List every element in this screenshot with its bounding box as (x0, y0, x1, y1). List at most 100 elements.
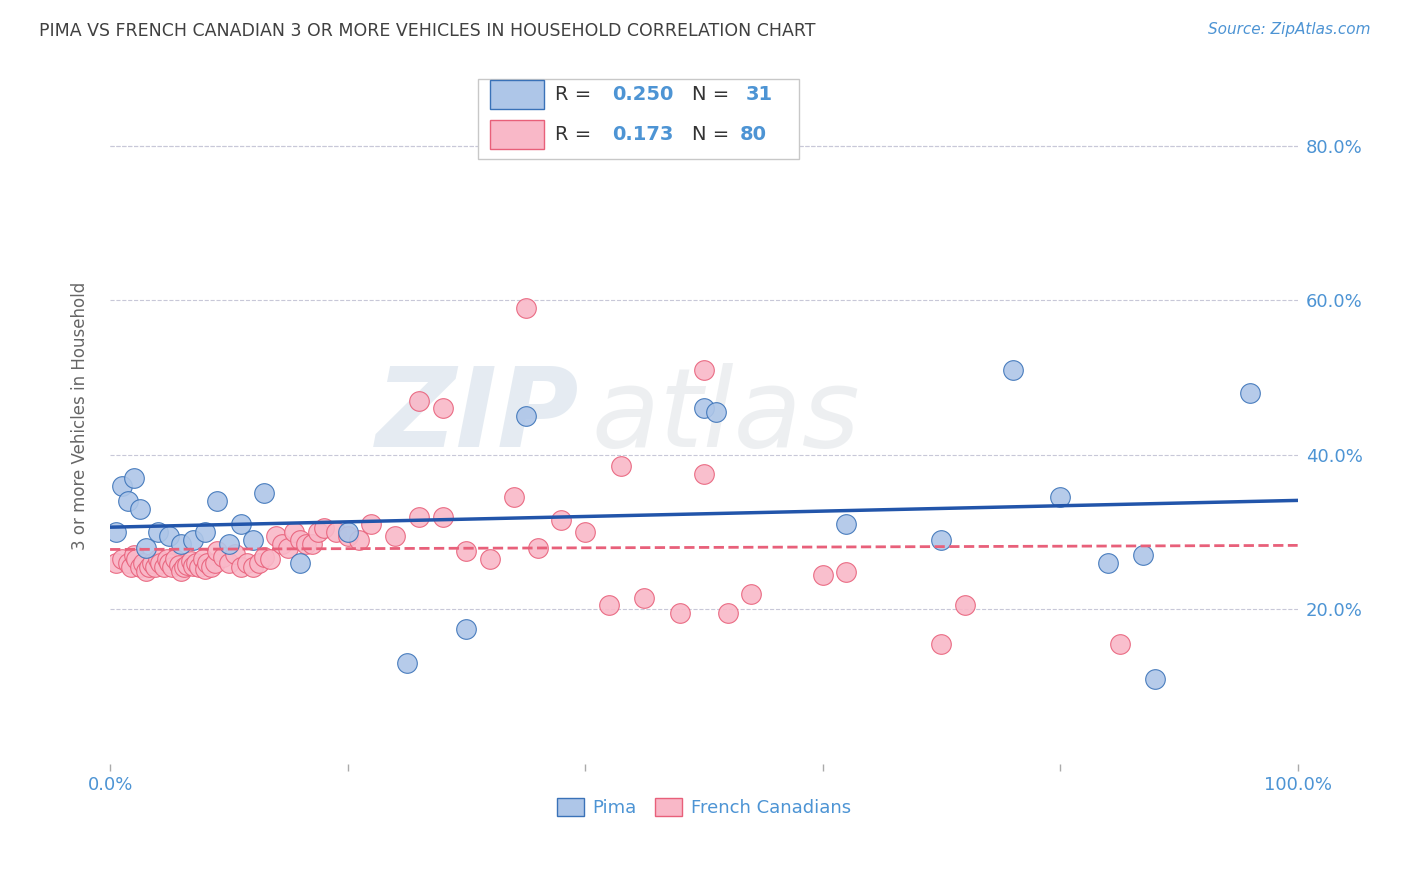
Point (312, 521, 335, 535)
Point (384, 529, 406, 543)
Point (160, 559, 183, 574)
FancyBboxPatch shape (491, 80, 544, 110)
Point (550, 513, 572, 527)
Point (1144, 672, 1167, 686)
Point (111, 479, 134, 493)
Point (336, 524, 359, 539)
Point (122, 471, 145, 485)
Point (180, 554, 202, 568)
Point (105, 524, 128, 539)
Point (117, 494, 139, 508)
Point (515, 409, 537, 424)
Text: 0.173: 0.173 (613, 125, 673, 145)
Point (132, 556, 155, 570)
Point (146, 524, 169, 539)
Point (120, 559, 142, 574)
Point (197, 556, 219, 570)
Point (125, 552, 148, 566)
Point (1001, 363, 1024, 377)
Point (235, 556, 257, 570)
Text: Source: ZipAtlas.com: Source: ZipAtlas.com (1208, 22, 1371, 37)
Point (159, 529, 181, 543)
Point (277, 541, 299, 555)
Point (194, 562, 217, 576)
Point (224, 547, 246, 561)
Point (242, 533, 264, 547)
Point (515, 301, 537, 315)
Point (259, 552, 281, 566)
Point (633, 591, 655, 605)
Point (188, 559, 211, 574)
Point (456, 544, 478, 558)
Point (479, 552, 502, 566)
Point (931, 533, 953, 547)
Point (218, 556, 240, 570)
Point (128, 501, 150, 516)
Point (456, 622, 478, 636)
Point (204, 556, 226, 570)
Point (111, 552, 134, 566)
FancyBboxPatch shape (491, 120, 544, 149)
Point (143, 559, 166, 574)
Point (669, 606, 692, 620)
Point (325, 524, 347, 539)
Point (229, 517, 252, 532)
Point (307, 524, 329, 539)
Point (205, 544, 228, 558)
Point (105, 556, 128, 570)
Point (176, 558, 198, 572)
Point (165, 552, 187, 566)
Point (184, 556, 207, 570)
Text: 31: 31 (745, 86, 772, 104)
Point (717, 606, 740, 620)
Point (1049, 491, 1071, 505)
Point (181, 533, 204, 547)
Point (1108, 637, 1130, 651)
Point (266, 529, 288, 543)
Point (835, 517, 858, 532)
Point (953, 599, 976, 613)
Text: R =: R = (555, 125, 605, 145)
Text: N =: N = (692, 86, 735, 104)
Text: ZIP: ZIP (375, 363, 579, 470)
Point (181, 559, 204, 574)
Text: PIMA VS FRENCH CANADIAN 3 OR MORE VEHICLES IN HOUSEHOLD CORRELATION CHART: PIMA VS FRENCH CANADIAN 3 OR MORE VEHICL… (39, 22, 815, 40)
Point (811, 567, 834, 582)
Point (740, 587, 762, 601)
Point (212, 549, 235, 564)
Point (432, 509, 454, 524)
Point (173, 559, 195, 574)
Point (408, 509, 430, 524)
Point (146, 552, 169, 566)
Point (301, 536, 323, 550)
Point (253, 549, 276, 564)
Point (170, 564, 193, 578)
Point (283, 524, 305, 539)
Point (128, 559, 150, 574)
Point (693, 467, 716, 482)
Point (1097, 556, 1119, 570)
Point (271, 536, 294, 550)
Point (349, 533, 371, 547)
Point (336, 529, 359, 543)
Point (395, 657, 418, 671)
Point (598, 599, 620, 613)
Point (159, 556, 181, 570)
Point (156, 552, 179, 566)
Point (408, 393, 430, 408)
Point (574, 524, 596, 539)
Point (931, 637, 953, 651)
Point (247, 556, 270, 570)
Point (609, 459, 631, 474)
Point (704, 405, 727, 419)
Point (194, 524, 217, 539)
Point (152, 559, 174, 574)
Point (170, 536, 193, 550)
Point (288, 533, 311, 547)
Point (1239, 386, 1261, 401)
Point (835, 566, 858, 580)
Point (141, 556, 163, 570)
Y-axis label: 3 or more Vehicles in Household: 3 or more Vehicles in Household (72, 282, 89, 550)
Point (526, 541, 548, 555)
Point (135, 541, 157, 555)
